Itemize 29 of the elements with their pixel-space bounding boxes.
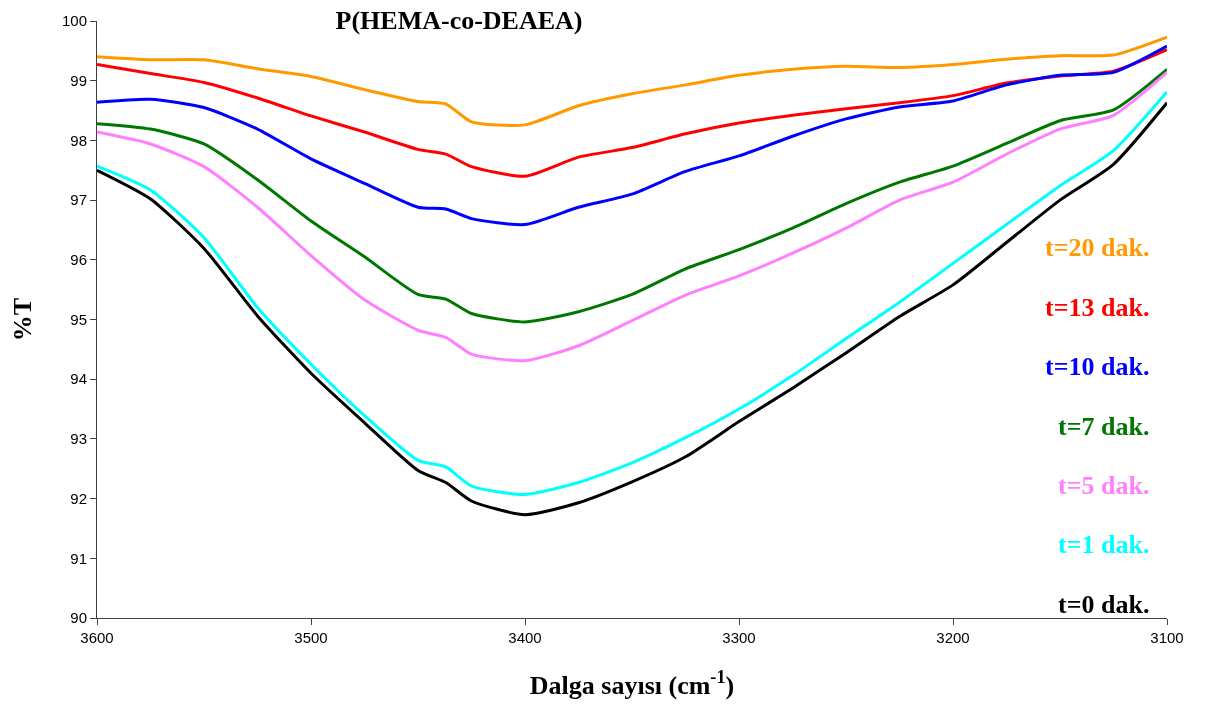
y-tick-label: 99 — [70, 71, 87, 89]
x-tick-label: 3200 — [936, 629, 970, 646]
x-tick-label: 3500 — [294, 629, 328, 646]
y-tick-label: 96 — [70, 251, 87, 269]
line-series — [97, 35, 1167, 127]
text: t=10 dak. — [1045, 352, 1150, 381]
x-tick-label: 3400 — [508, 629, 542, 646]
x-axis-title: Dalga sayısı (cm$^{-1}$) — [529, 666, 735, 700]
y-tick-label: 97 — [70, 191, 87, 209]
text: t=5 dak. — [1058, 471, 1150, 500]
x-tick-label: 3300 — [722, 629, 756, 646]
line-series — [97, 44, 1167, 227]
y-tick-label: 92 — [70, 489, 87, 507]
y-tick-label: 93 — [70, 430, 87, 448]
y-axis-title: %T — [8, 297, 38, 342]
x-tick-label: 3600 — [80, 629, 114, 646]
y-tick-label: 95 — [70, 310, 87, 328]
text: t=7 dak. — [1058, 412, 1150, 441]
x-tick-label: 3100 — [1150, 629, 1184, 646]
text: t=1 dak. — [1058, 530, 1150, 559]
y-tick-label: 91 — [70, 549, 87, 567]
y-tick-label: 100 — [61, 12, 87, 30]
y-tick-label: 98 — [70, 131, 87, 149]
text: t=13 dak. — [1045, 293, 1150, 322]
y-tick-label: 94 — [70, 370, 87, 388]
text: t=0 dak. — [1058, 590, 1150, 619]
chart-title: P(HEMA-co-DEAEA) — [335, 5, 583, 35]
text: t=20 dak. — [1045, 233, 1150, 262]
y-tick-label: 90 — [70, 609, 87, 627]
